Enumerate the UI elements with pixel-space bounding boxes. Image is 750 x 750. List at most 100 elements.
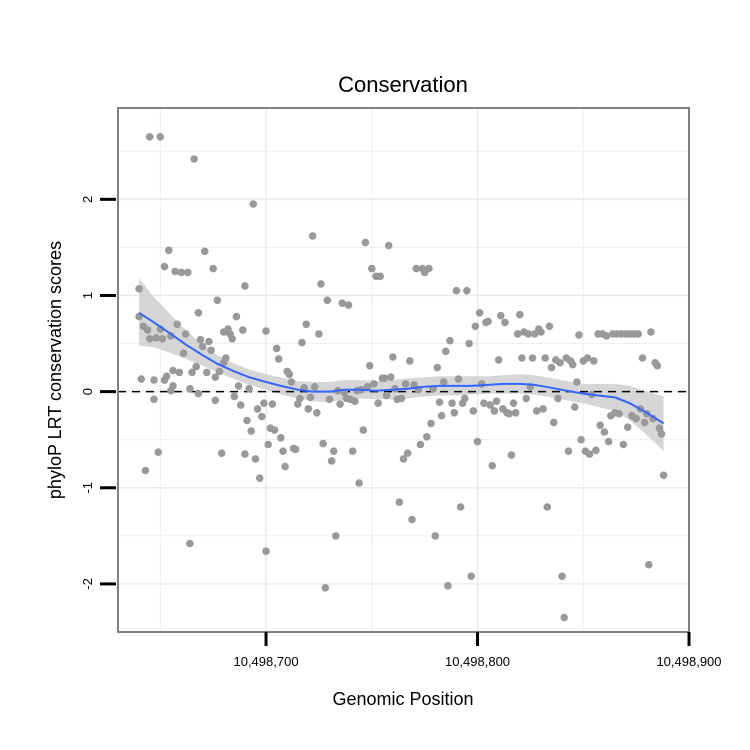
data-point [600, 428, 609, 436]
data-point [577, 435, 585, 444]
data-point [141, 466, 150, 475]
data-point [198, 342, 207, 351]
data-point [186, 539, 194, 548]
y-axis-title: phyloP LRT conservation scores [45, 241, 65, 499]
data-point [188, 368, 196, 377]
data-point [359, 426, 368, 434]
data-point [298, 338, 306, 347]
data-point [296, 394, 304, 403]
data-point [571, 403, 579, 411]
y-tick-label: 2 [80, 196, 95, 203]
data-point [294, 400, 302, 408]
data-point [575, 331, 583, 339]
data-point [448, 399, 456, 408]
y-tick-label: -2 [80, 578, 95, 590]
data-point [249, 200, 258, 208]
data-point [302, 320, 311, 329]
data-point [645, 560, 653, 569]
data-point [532, 407, 541, 415]
data-point [253, 405, 262, 413]
data-point [152, 334, 160, 342]
data-point [179, 349, 188, 358]
data-point [467, 572, 476, 580]
data-point [539, 405, 547, 413]
data-point [150, 376, 158, 384]
y-tick-label: 1 [80, 292, 95, 299]
data-point [285, 370, 294, 379]
x-tick-label: 10,498,900 [656, 654, 721, 669]
data-point [653, 361, 662, 370]
data-point [558, 572, 566, 580]
data-point [596, 421, 604, 430]
data-point [488, 461, 497, 470]
data-point [243, 416, 251, 425]
data-point [507, 451, 516, 459]
data-point [403, 449, 412, 458]
data-point [602, 332, 611, 340]
chart-title: Conservation [338, 72, 468, 97]
data-point [272, 344, 281, 353]
data-point [406, 357, 414, 365]
data-point [308, 232, 317, 240]
data-point [439, 378, 448, 386]
data-point [556, 359, 564, 367]
data-point [211, 396, 220, 405]
data-point [416, 440, 425, 449]
data-point [171, 267, 179, 276]
y-tick-label: -1 [80, 482, 95, 494]
data-point [338, 299, 347, 308]
data-point [175, 368, 184, 377]
data-point [397, 394, 406, 403]
data-point [564, 447, 573, 456]
data-point [262, 327, 270, 335]
data-point [475, 309, 484, 317]
data-point [313, 409, 321, 417]
data-point [408, 515, 416, 524]
data-point [384, 241, 393, 250]
data-point [501, 318, 509, 327]
data-point [222, 354, 230, 362]
data-point [623, 423, 632, 432]
data-point [431, 532, 440, 540]
data-point [454, 375, 463, 383]
data-point [473, 437, 482, 446]
data-point [387, 373, 395, 382]
data-point [196, 335, 205, 344]
data-point [509, 399, 518, 408]
data-point [277, 434, 285, 442]
data-point [374, 399, 382, 408]
data-point [262, 547, 270, 555]
data-point [167, 332, 175, 340]
data-point [480, 399, 488, 408]
data-point [399, 455, 408, 463]
data-point [287, 378, 296, 386]
data-point [423, 433, 431, 441]
data-point [154, 448, 162, 457]
data-point [137, 375, 146, 383]
y-tick-label: 0 [80, 388, 95, 395]
data-point [156, 133, 165, 141]
data-point [634, 330, 642, 338]
data-point [205, 337, 213, 346]
data-point [560, 613, 568, 622]
data-point [477, 380, 486, 388]
data-point [145, 335, 154, 343]
data-point [158, 335, 167, 343]
data-point [190, 155, 198, 163]
data-point [640, 418, 649, 427]
data-point [513, 330, 522, 338]
data-point [245, 384, 253, 393]
data-point [505, 409, 513, 418]
data-point [463, 286, 471, 295]
data-point [327, 457, 336, 465]
data-point [471, 322, 480, 331]
data-point [351, 397, 359, 406]
data-point [461, 394, 469, 403]
data-point [522, 394, 530, 403]
data-point [516, 310, 524, 319]
data-point [279, 447, 287, 456]
data-point [319, 439, 327, 448]
data-point [143, 326, 152, 334]
data-point [486, 401, 495, 409]
